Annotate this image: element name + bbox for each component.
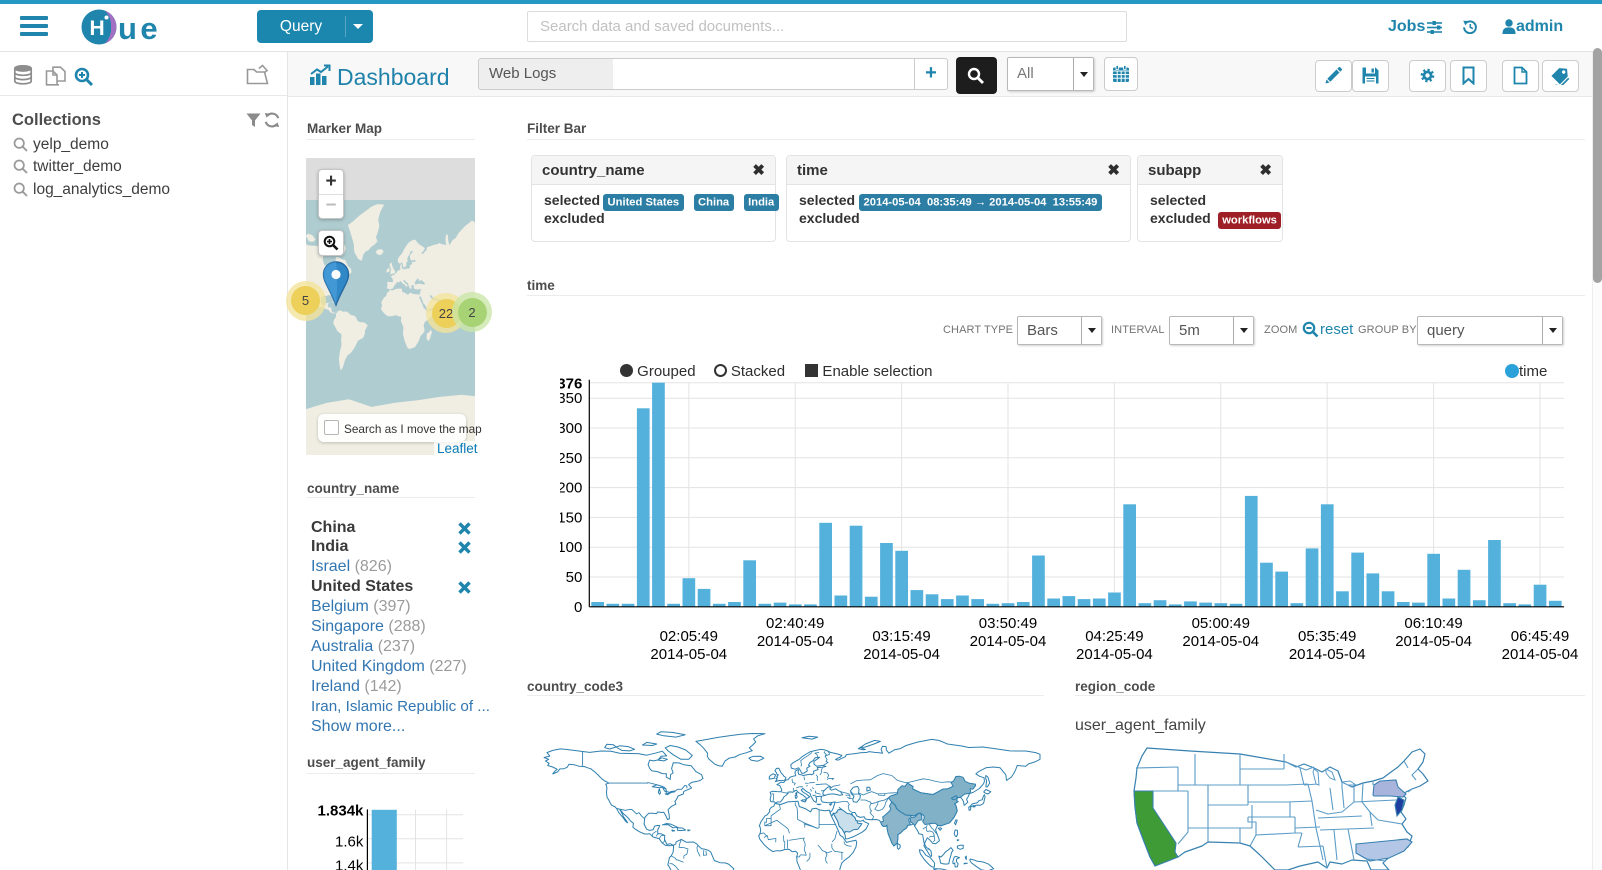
svg-text:100: 100: [560, 539, 582, 556]
svg-text:06:10:49: 06:10:49: [1404, 615, 1462, 632]
svg-text:0: 0: [574, 599, 582, 616]
svg-text:2014-05-04: 2014-05-04: [1395, 633, 1472, 650]
svg-text:2014-05-04: 2014-05-04: [757, 633, 834, 650]
svg-text:03:50:49: 03:50:49: [979, 615, 1037, 632]
svg-text:2014-05-04: 2014-05-04: [863, 646, 940, 660]
svg-text:2014-05-04: 2014-05-04: [970, 633, 1047, 650]
svg-text:376: 376: [560, 376, 582, 393]
svg-text:2014-05-04: 2014-05-04: [650, 646, 727, 660]
svg-text:06:45:49: 06:45:49: [1511, 628, 1569, 645]
svg-text:02:40:49: 02:40:49: [766, 615, 824, 632]
svg-text:250: 250: [560, 450, 582, 467]
svg-text:50: 50: [566, 569, 583, 586]
svg-text:350: 350: [560, 390, 582, 407]
svg-text:150: 150: [560, 509, 582, 526]
svg-text:02:05:49: 02:05:49: [660, 628, 718, 645]
svg-text:05:00:49: 05:00:49: [1192, 615, 1250, 632]
svg-text:ue: ue: [118, 11, 161, 46]
svg-text:04:25:49: 04:25:49: [1085, 628, 1143, 645]
svg-text:1.834k: 1.834k: [318, 803, 365, 820]
svg-text:1.4k: 1.4k: [335, 858, 364, 870]
svg-text:2014-05-04: 2014-05-04: [1502, 646, 1579, 660]
svg-text:2014-05-04: 2014-05-04: [1076, 646, 1153, 660]
svg-text:200: 200: [560, 480, 582, 497]
svg-text:300: 300: [560, 420, 582, 437]
svg-text:2014-05-04: 2014-05-04: [1289, 646, 1366, 660]
svg-text:H: H: [90, 17, 105, 40]
svg-text:2014-05-04: 2014-05-04: [1182, 633, 1259, 650]
svg-text:1.6k: 1.6k: [335, 834, 364, 851]
svg-text:03:15:49: 03:15:49: [872, 628, 930, 645]
svg-text:05:35:49: 05:35:49: [1298, 628, 1356, 645]
